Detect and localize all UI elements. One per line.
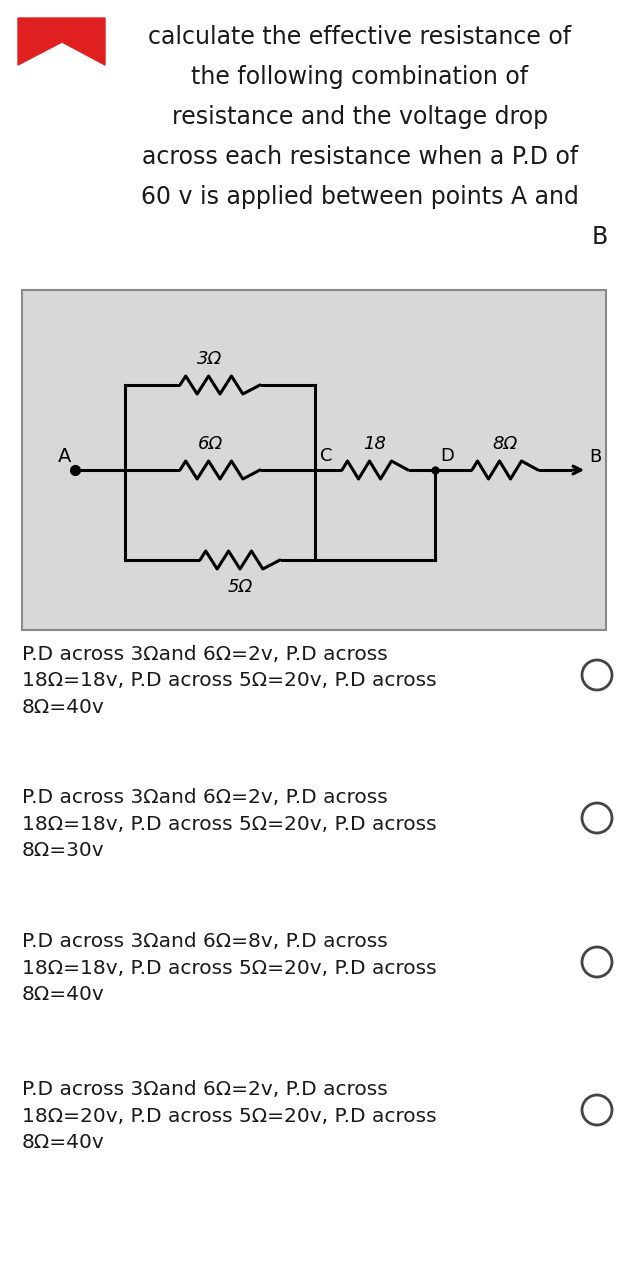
Text: P.D across 3Ωand 6Ω=8v, P.D across
18Ω=18v, P.D across 5Ω=20v, P.D across
8Ω=40v: P.D across 3Ωand 6Ω=8v, P.D across 18Ω=1… [22,932,436,1004]
Text: B: B [589,448,601,466]
Text: P.D across 3Ωand 6Ω=2v, P.D across
18Ω=20v, P.D across 5Ω=20v, P.D across
8Ω=40v: P.D across 3Ωand 6Ω=2v, P.D across 18Ω=2… [22,1080,436,1152]
Text: 3Ω: 3Ω [197,349,222,369]
Polygon shape [18,18,105,65]
FancyBboxPatch shape [22,291,606,630]
Text: 18: 18 [364,435,386,453]
Text: P.D across 3Ωand 6Ω=2v, P.D across
18Ω=18v, P.D across 5Ω=20v, P.D across
8Ω=40v: P.D across 3Ωand 6Ω=2v, P.D across 18Ω=1… [22,645,436,717]
Text: A: A [58,447,71,466]
Text: 5Ω: 5Ω [227,579,252,596]
Text: 60 v is applied between points A and: 60 v is applied between points A and [141,186,579,209]
Text: 6Ω: 6Ω [197,435,222,453]
Text: D: D [440,447,454,465]
Text: calculate the effective resistance of: calculate the effective resistance of [148,26,571,49]
Text: across each resistance when a P.D of: across each resistance when a P.D of [142,145,578,169]
Text: resistance and the voltage drop: resistance and the voltage drop [172,105,548,129]
Text: B: B [592,225,608,250]
Text: 8Ω: 8Ω [492,435,517,453]
Text: the following combination of: the following combination of [192,65,529,90]
Text: P.D across 3Ωand 6Ω=2v, P.D across
18Ω=18v, P.D across 5Ω=20v, P.D across
8Ω=30v: P.D across 3Ωand 6Ω=2v, P.D across 18Ω=1… [22,788,436,860]
Text: C: C [320,447,332,465]
